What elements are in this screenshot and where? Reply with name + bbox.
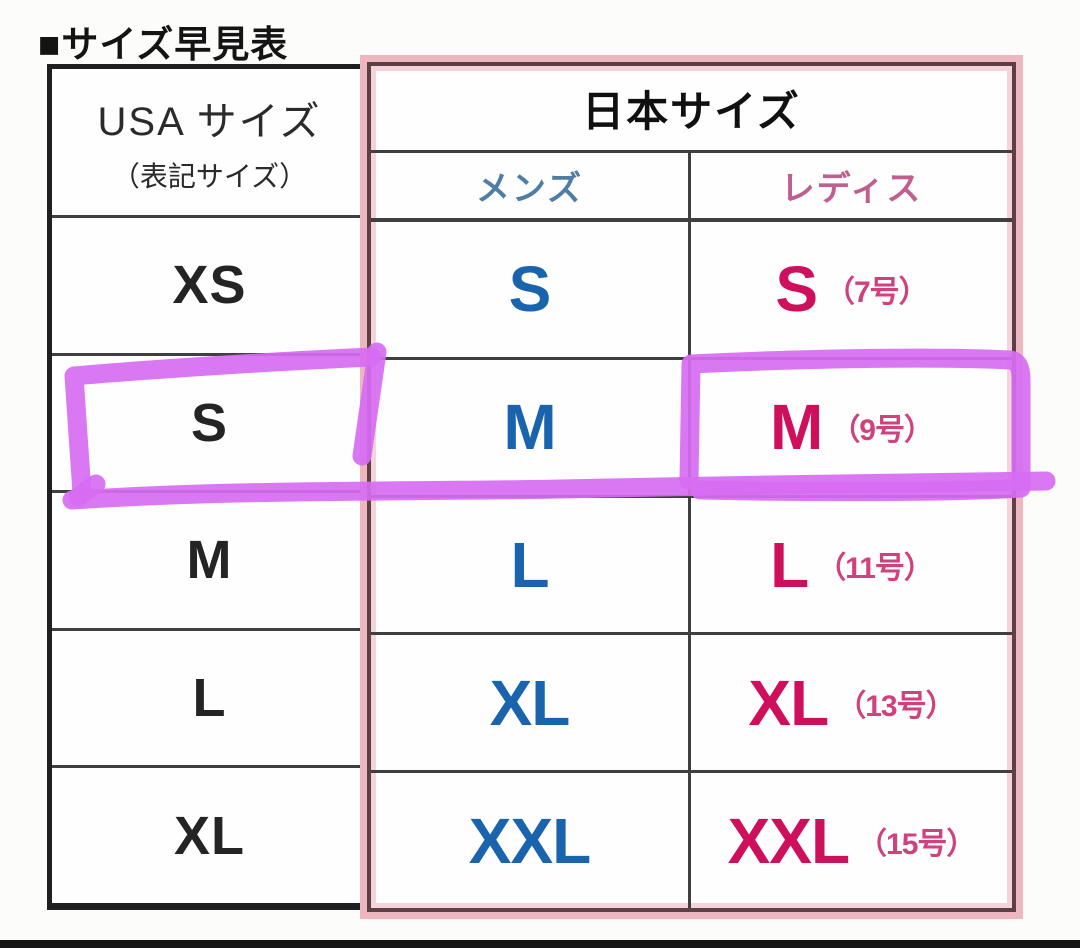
ladies-size-value: XL <box>748 666 829 739</box>
table-row: S S （7号） <box>371 222 1012 360</box>
table-row: XL XL （13号） <box>371 635 1012 774</box>
table-row: XXL XXL （15号） <box>371 773 1012 908</box>
ladies-size-cell: XL （13号） <box>691 635 1012 770</box>
usa-size-cell: XL <box>173 805 245 866</box>
ladies-size-value: XXL <box>727 804 850 877</box>
japan-subheader-row: メンズ レディス <box>371 153 1012 222</box>
mens-size-cell: M <box>371 359 691 495</box>
japan-size-section: 日本サイズ メンズ レディス S S （7号） M M （9号） L L （11… <box>360 55 1023 919</box>
ladies-size-value: L <box>770 528 809 601</box>
table-row: L L （11号） <box>371 497 1012 636</box>
table-row: M M （9号） <box>371 359 1012 498</box>
japan-header-cell: 日本サイズ <box>371 66 1012 153</box>
ladies-size-note: （15号） <box>857 827 976 861</box>
ladies-size-note: （7号） <box>825 276 929 310</box>
ladies-size-cell: M （9号） <box>691 360 1012 495</box>
ladies-size-note: （9号） <box>830 414 934 448</box>
usa-header-cell: USA サイズ （表記サイズ） <box>52 69 367 218</box>
mens-size-cell: XXL <box>371 773 691 908</box>
usa-size-column: USA サイズ （表記サイズ） XS S M L XL <box>47 64 367 910</box>
mens-size-cell: XL <box>371 635 691 771</box>
ladies-size-cell: XXL （15号） <box>691 773 1012 908</box>
usa-header-label: USA サイズ <box>97 100 322 144</box>
ladies-size-value: M <box>770 391 823 464</box>
ladies-size-cell: L （11号） <box>691 498 1012 633</box>
mens-column-header: メンズ <box>371 153 691 218</box>
ladies-size-cell: S （7号） <box>691 222 1012 357</box>
page-title: ■サイズ早見表 <box>38 24 289 65</box>
usa-size-cell: L <box>52 631 367 769</box>
mens-size-cell: S <box>371 222 691 357</box>
bottom-edge-bar <box>0 940 1080 948</box>
mens-size-cell: L <box>371 497 691 633</box>
usa-size-cell: M <box>52 493 367 631</box>
ladies-column-header: レディス <box>780 170 923 208</box>
usa-header-sublabel: （表記サイズ） <box>111 161 308 192</box>
ladies-size-note: （13号） <box>836 689 955 723</box>
usa-size-cell: XS <box>52 218 367 356</box>
ladies-size-note: （11号） <box>816 551 934 585</box>
ladies-size-value: S <box>775 253 818 326</box>
usa-size-cell: S <box>52 356 367 494</box>
